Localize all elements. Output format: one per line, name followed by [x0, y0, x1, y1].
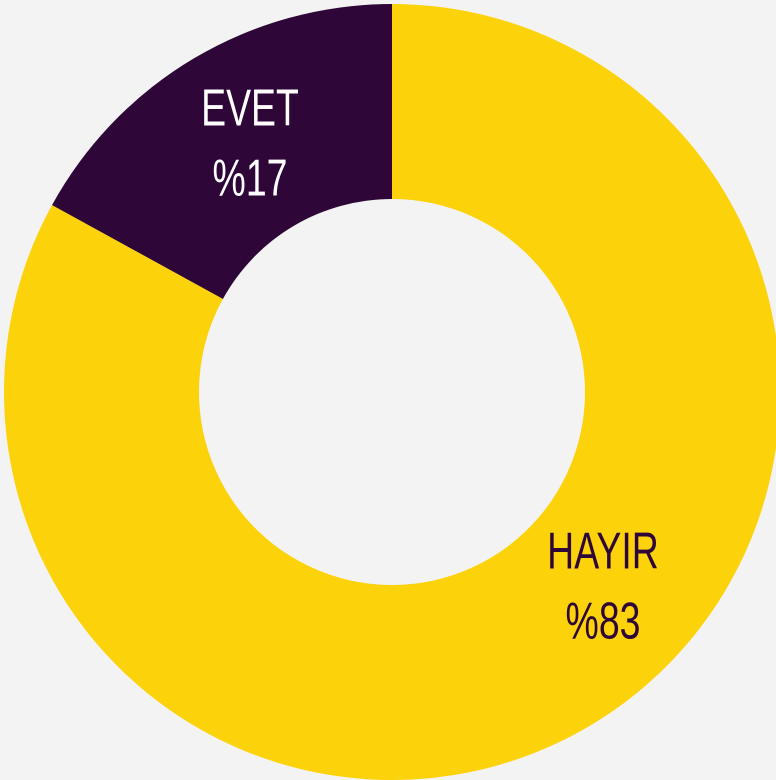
slice-label: HAYIR: [547, 522, 659, 581]
donut-slice: [4, 4, 776, 780]
donut-slice: [51, 4, 392, 300]
slice-value-label: %17: [213, 149, 288, 208]
slice-label: EVET: [201, 79, 299, 138]
slice-value-label: %83: [566, 592, 641, 651]
